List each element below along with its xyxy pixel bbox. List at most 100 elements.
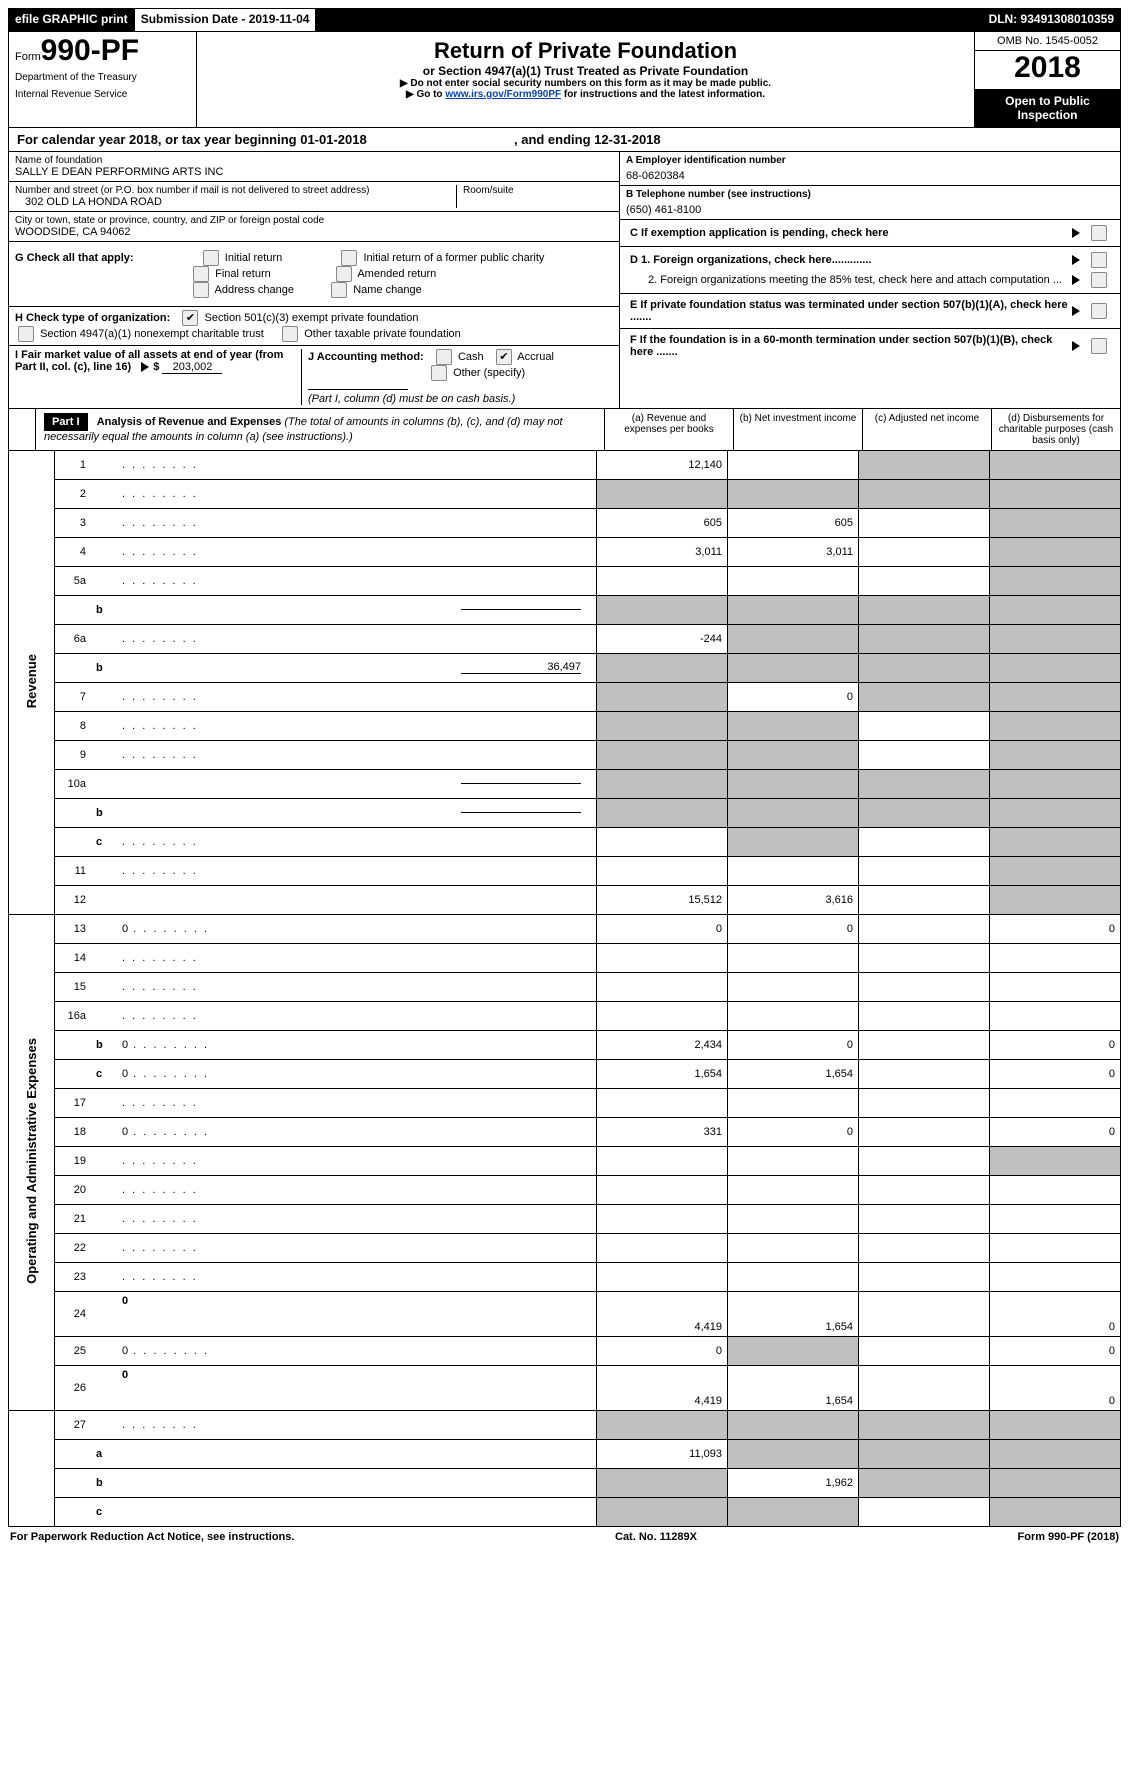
- chk-address-change[interactable]: [193, 282, 209, 298]
- line-number: 16a: [55, 1001, 92, 1030]
- dept-line1: Department of the Treasury: [15, 72, 190, 83]
- line-desc: [117, 740, 597, 769]
- amt-col-d: 0: [990, 1291, 1121, 1336]
- amt-col-a: 1,654: [597, 1059, 728, 1088]
- line-number: [55, 1030, 92, 1059]
- table-row: 43,0113,011: [9, 537, 1121, 566]
- table-row: 9: [9, 740, 1121, 769]
- table-row: 20: [9, 1175, 1121, 1204]
- col-b-hdr: (b) Net investment income: [733, 409, 862, 450]
- chk-amended[interactable]: [336, 266, 352, 282]
- table-row: 17: [9, 1088, 1121, 1117]
- amt-col-c: [859, 1410, 990, 1439]
- calendar-year-row: For calendar year 2018, or tax year begi…: [8, 128, 1121, 152]
- line-sub: c: [91, 1497, 117, 1526]
- amt-col-a: -244: [597, 624, 728, 653]
- j-cash: Cash: [458, 351, 484, 363]
- amt-col-a: 4,419: [597, 1365, 728, 1410]
- line-number: 23: [55, 1262, 92, 1291]
- line-desc: [117, 1001, 597, 1030]
- side-label: Operating and Administrative Expenses: [9, 914, 55, 1410]
- line-desc: [117, 682, 597, 711]
- chk-foreign-org[interactable]: [1091, 252, 1107, 268]
- line-desc: [117, 856, 597, 885]
- amt-col-a: [597, 1204, 728, 1233]
- amt-col-b: [728, 798, 859, 827]
- line-desc: 36,497: [117, 653, 597, 682]
- amt-col-d: [990, 1233, 1121, 1262]
- chk-cash[interactable]: [436, 349, 452, 365]
- line-sub: [91, 1146, 117, 1175]
- table-row: 5a: [9, 566, 1121, 595]
- line-desc: [117, 1410, 597, 1439]
- amt-col-a: 3,011: [597, 537, 728, 566]
- line-number: 3: [55, 508, 92, 537]
- line-number: 14: [55, 943, 92, 972]
- chk-final-return[interactable]: [193, 266, 209, 282]
- line-sub: c: [91, 1059, 117, 1088]
- amt-col-b: [728, 624, 859, 653]
- amt-col-c: [859, 1233, 990, 1262]
- amt-col-a: 331: [597, 1117, 728, 1146]
- amt-col-a: [597, 653, 728, 682]
- amt-col-c: [859, 740, 990, 769]
- line-sub: [91, 508, 117, 537]
- chk-terminated[interactable]: [1091, 303, 1107, 319]
- line-sub: [91, 682, 117, 711]
- amt-col-d: [990, 1439, 1121, 1468]
- chk-other-method[interactable]: [431, 365, 447, 381]
- amt-col-c: [859, 451, 990, 480]
- g-amended: Amended return: [357, 268, 436, 280]
- line-number: [55, 798, 92, 827]
- g-namechange: Name change: [353, 284, 422, 296]
- line-number: 24: [55, 1291, 92, 1336]
- j-other: Other (specify): [453, 367, 525, 379]
- chk-exemption-pending[interactable]: [1091, 225, 1107, 241]
- amt-col-c: [859, 943, 990, 972]
- amt-col-c: [859, 1175, 990, 1204]
- chk-name-change[interactable]: [331, 282, 347, 298]
- line-sub: [91, 451, 117, 480]
- line-number: [55, 827, 92, 856]
- irs-link[interactable]: www.irs.gov/Form990PF: [445, 89, 561, 100]
- chk-initial-former[interactable]: [341, 250, 357, 266]
- chk-initial-return[interactable]: [203, 250, 219, 266]
- col-c-hdr: (c) Adjusted net income: [862, 409, 991, 450]
- amt-col-c: [859, 1030, 990, 1059]
- amt-col-d: [990, 1001, 1121, 1030]
- amt-col-a: 12,140: [597, 451, 728, 480]
- line-desc: [117, 566, 597, 595]
- line-number: 1: [55, 451, 92, 480]
- amt-col-c: [859, 682, 990, 711]
- col-a-hdr: (a) Revenue and expenses per books: [604, 409, 733, 450]
- amt-col-b: 0: [728, 682, 859, 711]
- table-row: 2604,4191,6540: [9, 1365, 1121, 1410]
- amt-col-d: [990, 885, 1121, 914]
- amt-col-b: 1,654: [728, 1291, 859, 1336]
- amt-col-a: [597, 798, 728, 827]
- chk-accrual[interactable]: [496, 349, 512, 365]
- amt-col-c: [859, 479, 990, 508]
- open-to-public: Open to Public Inspection: [975, 90, 1120, 127]
- line-sub: [91, 1291, 117, 1336]
- form-header: Form990-PF Department of the Treasury In…: [8, 32, 1121, 128]
- line-desc: 0: [117, 1059, 597, 1088]
- amt-col-d: [990, 451, 1121, 480]
- amt-col-b: 0: [728, 1117, 859, 1146]
- table-row: c: [9, 1497, 1121, 1526]
- line-desc: [117, 972, 597, 1001]
- line-number: 17: [55, 1088, 92, 1117]
- line-number: [55, 1468, 92, 1497]
- chk-501c3[interactable]: [182, 310, 198, 326]
- ein-value: 68-0620384: [626, 166, 1114, 182]
- cal-begin: For calendar year 2018, or tax year begi…: [17, 132, 367, 147]
- chk-foreign-85[interactable]: [1091, 272, 1107, 288]
- chk-60month[interactable]: [1091, 338, 1107, 354]
- amt-col-a: [597, 1088, 728, 1117]
- amt-col-b: 1,654: [728, 1365, 859, 1410]
- room-label: Room/suite: [463, 185, 613, 196]
- chk-4947[interactable]: [18, 326, 34, 342]
- chk-other-taxable[interactable]: [282, 326, 298, 342]
- amt-col-c: [859, 798, 990, 827]
- table-row: 27: [9, 1410, 1121, 1439]
